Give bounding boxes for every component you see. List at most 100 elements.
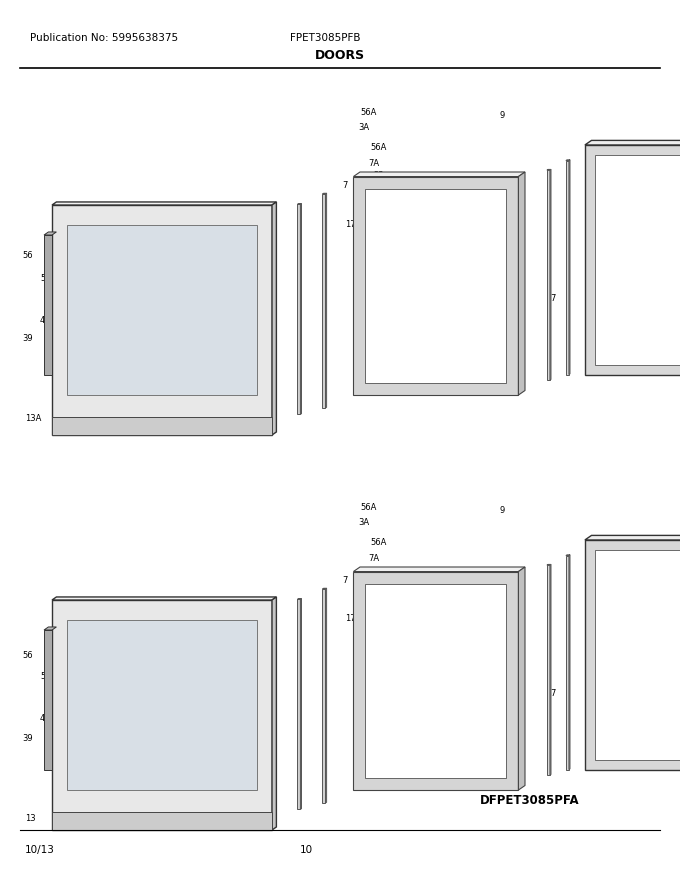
Text: 6: 6 — [252, 300, 257, 310]
Text: 13: 13 — [25, 813, 35, 823]
Text: 17: 17 — [415, 686, 426, 694]
Text: 7: 7 — [550, 688, 556, 698]
Text: 64: 64 — [150, 824, 160, 832]
Text: 42: 42 — [40, 714, 50, 722]
Text: 17: 17 — [415, 289, 426, 297]
Text: 8: 8 — [395, 673, 401, 683]
Text: 56A: 56A — [360, 502, 376, 511]
Polygon shape — [550, 169, 551, 380]
Text: 56A: 56A — [603, 639, 619, 648]
Polygon shape — [52, 202, 276, 205]
Polygon shape — [44, 630, 52, 770]
Text: 17: 17 — [345, 613, 356, 622]
Text: Publication No: 5995638375: Publication No: 5995638375 — [30, 33, 178, 43]
Text: 56A: 56A — [603, 244, 619, 253]
Text: 41: 41 — [370, 299, 381, 309]
Text: 10: 10 — [90, 246, 101, 254]
Text: 23: 23 — [373, 171, 384, 180]
Text: 42: 42 — [160, 809, 171, 818]
Polygon shape — [547, 565, 550, 775]
Text: 64: 64 — [55, 686, 66, 694]
Polygon shape — [585, 535, 680, 540]
Text: 56A: 56A — [370, 143, 386, 151]
Text: 9: 9 — [500, 111, 505, 120]
Text: 9: 9 — [500, 505, 505, 515]
Polygon shape — [547, 170, 550, 380]
Polygon shape — [585, 145, 680, 375]
Text: 64: 64 — [55, 289, 66, 297]
Polygon shape — [354, 172, 525, 177]
Polygon shape — [44, 232, 56, 235]
Text: 42: 42 — [264, 650, 275, 659]
Text: 3A: 3A — [358, 122, 369, 131]
Text: 42: 42 — [195, 628, 205, 637]
Text: 23: 23 — [592, 669, 602, 678]
Text: 7A: 7A — [435, 302, 446, 311]
Text: 23: 23 — [592, 274, 602, 282]
Text: 10: 10 — [80, 363, 90, 372]
Text: 7: 7 — [342, 576, 347, 584]
Polygon shape — [518, 172, 525, 395]
Polygon shape — [354, 572, 518, 790]
Text: 56A: 56A — [600, 190, 616, 200]
Text: 10/13: 10/13 — [25, 845, 55, 855]
Text: 17: 17 — [345, 219, 356, 229]
Text: 13A: 13A — [25, 414, 41, 422]
Text: 42: 42 — [160, 410, 171, 420]
Polygon shape — [518, 567, 525, 790]
Text: 41: 41 — [252, 678, 262, 687]
Polygon shape — [322, 589, 326, 803]
Text: 10: 10 — [300, 845, 313, 855]
Text: 40: 40 — [200, 613, 211, 622]
Polygon shape — [595, 155, 680, 365]
Polygon shape — [354, 567, 525, 572]
Text: 42: 42 — [195, 231, 205, 239]
Polygon shape — [272, 202, 276, 435]
Polygon shape — [365, 583, 507, 778]
Text: 3A: 3A — [603, 214, 614, 223]
Text: 42: 42 — [264, 253, 275, 262]
Polygon shape — [44, 627, 56, 630]
Polygon shape — [44, 235, 52, 375]
Polygon shape — [566, 555, 569, 769]
Text: 7: 7 — [342, 180, 347, 189]
Polygon shape — [354, 177, 518, 395]
Text: 8: 8 — [352, 598, 358, 607]
Polygon shape — [322, 194, 326, 408]
Text: 56: 56 — [22, 650, 33, 659]
Text: 7A: 7A — [435, 699, 446, 708]
Text: DOORS: DOORS — [315, 48, 365, 62]
Polygon shape — [297, 204, 301, 414]
Text: 6: 6 — [252, 693, 257, 702]
Text: 8: 8 — [395, 275, 401, 284]
Polygon shape — [52, 597, 276, 600]
Text: 56: 56 — [22, 251, 33, 260]
Text: 3B: 3B — [78, 779, 89, 788]
Text: 42: 42 — [40, 316, 50, 325]
Text: 41: 41 — [252, 283, 262, 292]
Text: 56: 56 — [55, 350, 66, 360]
Polygon shape — [67, 620, 257, 790]
Polygon shape — [550, 564, 551, 775]
Text: 41: 41 — [370, 695, 381, 705]
Polygon shape — [67, 225, 257, 395]
Text: 39: 39 — [22, 734, 33, 743]
Text: 56: 56 — [55, 749, 66, 758]
Text: 56A: 56A — [370, 538, 386, 546]
Text: 3A: 3A — [603, 608, 614, 618]
Text: 41: 41 — [45, 700, 56, 709]
Polygon shape — [569, 160, 570, 375]
Polygon shape — [52, 812, 272, 830]
Text: 39: 39 — [22, 334, 33, 342]
Text: DFPET3085PFA: DFPET3085PFA — [480, 794, 579, 806]
Text: 40: 40 — [143, 794, 154, 803]
Text: 56: 56 — [40, 671, 50, 680]
Polygon shape — [569, 554, 570, 769]
Polygon shape — [52, 600, 272, 830]
Text: 7A: 7A — [368, 554, 379, 562]
Text: 16: 16 — [72, 794, 83, 803]
Text: 10: 10 — [90, 646, 101, 655]
Text: 3B: 3B — [78, 380, 89, 390]
Text: 56A: 56A — [600, 585, 616, 595]
Text: 3B: 3B — [55, 635, 66, 644]
